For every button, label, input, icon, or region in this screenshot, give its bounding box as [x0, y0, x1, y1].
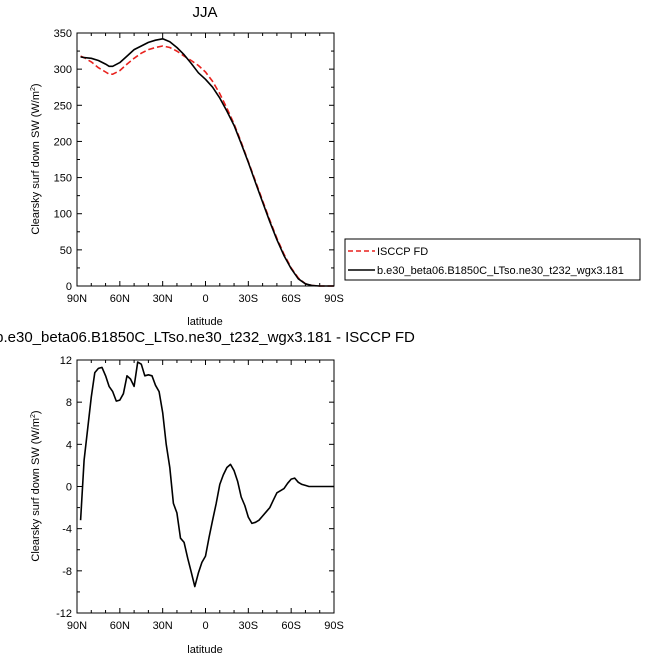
top-xtick-label: 30N [153, 293, 173, 305]
bottom-plot-frame [76, 359, 335, 614]
bottom-series-line-0 [79, 361, 334, 588]
top-plot-frame [76, 32, 335, 287]
legend-box [344, 238, 641, 281]
top-ytick-label: 50 [60, 245, 72, 257]
bottom-xtick-label: 30N [153, 620, 173, 632]
bottom-ytick-label: -4 [62, 524, 72, 536]
top-ytick-label: 150 [54, 173, 72, 185]
bottom-xtick-label: 90N [67, 620, 87, 632]
bottom-ytick-label: -8 [62, 566, 72, 578]
bottom-ytick-label: -12 [56, 608, 72, 620]
top-x-axis-label: latitude [187, 316, 222, 328]
legend: ISCCP FD b.e30_beta06.B1850C_LTso.ne30_t… [344, 238, 641, 281]
top-plot-area: 0 50 100 150 200 250 300 350 90N 60N 30N 0 30S 60S 90S [54, 28, 344, 305]
top-series-line-0 [80, 45, 334, 287]
top-ytick-label: 300 [54, 64, 72, 76]
bottom-xtick-label: 30S [239, 620, 259, 632]
bottom-chart: b.e30_beta06.B1850C_LTso.ne30_t232_wgx3.… [0, 329, 415, 656]
top-xtick-label: 60N [110, 293, 130, 305]
top-xtick-label: 90S [324, 293, 344, 305]
bottom-y-axis-label: Clearsky surf down SW (W/m2) [30, 410, 42, 561]
bottom-xtick-label: 0 [202, 620, 208, 632]
top-ytick-label: 350 [54, 28, 72, 40]
top-xtick-label: 0 [202, 293, 208, 305]
top-ytick-label: 250 [54, 100, 72, 112]
legend-label-isccp: ISCCP FD [377, 246, 428, 258]
bottom-plot-area: -12 -8 -4 0 4 8 12 90N 60N 30N 0 30S 60S 90S [56, 355, 344, 632]
bottom-ytick-label: 8 [66, 397, 72, 409]
bottom-xtick-label: 60N [110, 620, 130, 632]
top-xtick-label: 90N [67, 293, 87, 305]
legend-label-model: b.e30_beta06.B1850C_LTso.ne30_t232_wgx3.… [377, 265, 624, 277]
top-chart: JJA 0 50 100 150 200 250 300 350 90N 60N 30N 0 30S 60… [30, 4, 344, 328]
top-xtick-label: 60S [281, 293, 301, 305]
top-ytick-label: 100 [54, 209, 72, 221]
bottom-xtick-label: 60S [281, 620, 301, 632]
bottom-ytick-label: 0 [66, 482, 72, 494]
top-ytick-label: 200 [54, 136, 72, 148]
top-ytick-label: 0 [66, 281, 72, 293]
bottom-ytick-label: 12 [60, 355, 72, 367]
bottom-chart-title: b.e30_beta06.B1850C_LTso.ne30_t232_wgx3.… [0, 329, 415, 346]
top-y-axis-label: Clearsky surf down SW (W/m2) [30, 83, 42, 234]
top-chart-title: JJA [192, 4, 217, 21]
top-series-line-1 [80, 37, 334, 287]
top-xtick-label: 30S [239, 293, 259, 305]
bottom-xtick-label: 90S [324, 620, 344, 632]
bottom-ytick-label: 4 [66, 439, 72, 451]
bottom-x-axis-label: latitude [187, 644, 222, 656]
